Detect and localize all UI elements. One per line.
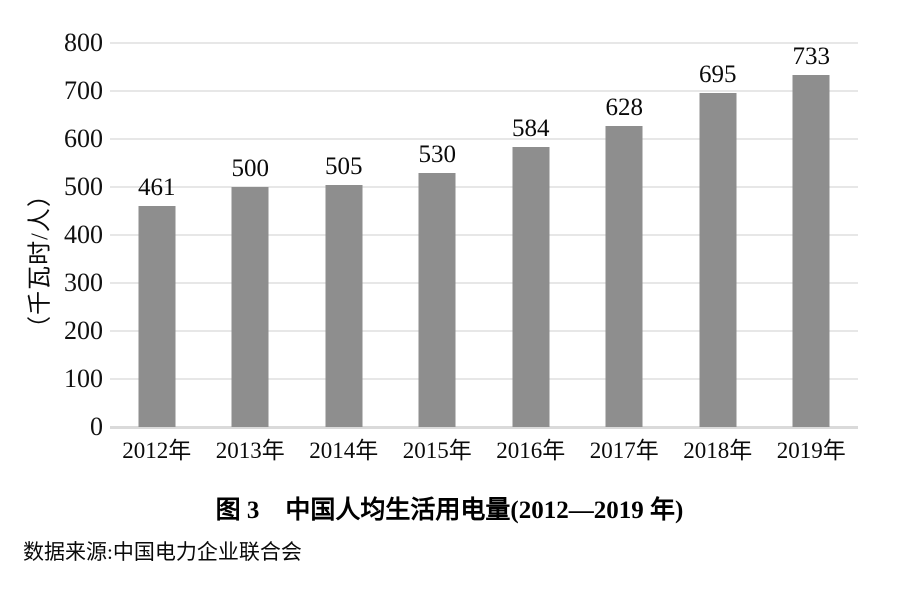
x-tick-label-2014年: 2014年 bbox=[309, 438, 379, 463]
bar-slot-2013年: 500 bbox=[204, 43, 298, 427]
y-tick-label-300: 300 bbox=[64, 268, 103, 297]
plot-area: 461 500 505 530 584 628 695 733 bbox=[110, 42, 859, 429]
gridline-y-400 bbox=[110, 234, 858, 236]
bar-value-label-2019年: 733 bbox=[792, 43, 831, 71]
bar-slot-2018年: 695 bbox=[671, 43, 765, 427]
figure-title: 中国人均生活用电量(2012—2019 年) bbox=[285, 497, 684, 524]
gridline-y-600 bbox=[110, 138, 858, 140]
bar-slot-2012年: 461 bbox=[110, 43, 204, 427]
bar-value-label-2016年: 584 bbox=[512, 114, 550, 142]
x-tick-label-2012年: 2012年 bbox=[122, 438, 192, 463]
bar-2016年 bbox=[512, 146, 550, 427]
bar-value-label-2012年: 461 bbox=[138, 173, 176, 201]
bar-slot-2017年: 628 bbox=[578, 43, 672, 427]
bar-value-label-2013年: 500 bbox=[231, 155, 270, 182]
bar-2019年 bbox=[792, 75, 830, 427]
bar-slot-2019年: 733 bbox=[765, 43, 859, 427]
y-tick-label-500: 500 bbox=[64, 172, 103, 201]
figure-number-label: 图 3 bbox=[215, 497, 260, 524]
gridline-y-300 bbox=[110, 282, 858, 284]
bar-2018年 bbox=[699, 93, 737, 427]
bar-2017年 bbox=[605, 125, 643, 427]
bar-2015年 bbox=[418, 172, 456, 427]
gridline-y-800 bbox=[110, 42, 858, 44]
x-tick-label-2016年: 2016年 bbox=[496, 438, 566, 463]
bar-2013年 bbox=[231, 187, 269, 427]
bar-slot-2015年: 530 bbox=[391, 43, 485, 427]
bar-value-label-2017年: 628 bbox=[605, 93, 644, 121]
x-tick-label-2017年: 2017年 bbox=[589, 438, 659, 463]
y-tick-label-0: 0 bbox=[90, 412, 103, 441]
y-tick-label-600: 600 bbox=[64, 124, 103, 153]
bar-slot-2016年: 584 bbox=[484, 43, 578, 427]
y-tick-label-800: 800 bbox=[64, 28, 103, 57]
y-tick-label-100: 100 bbox=[64, 364, 103, 393]
x-tick-label-2013年: 2013年 bbox=[215, 438, 285, 463]
gridline-y-200 bbox=[110, 330, 858, 332]
y-tick-label-200: 200 bbox=[64, 316, 103, 345]
bar-value-label-2014年: 505 bbox=[325, 152, 363, 180]
x-tick-label-2018年: 2018年 bbox=[683, 438, 753, 463]
bar-value-label-2018年: 695 bbox=[699, 61, 737, 89]
bar-2014年 bbox=[325, 184, 363, 427]
gridline-y-100 bbox=[110, 378, 858, 380]
x-tick-label-2019年: 2019年 bbox=[776, 438, 846, 463]
figure-caption: 图 3 中国人均生活用电量(2012—2019 年) bbox=[0, 495, 899, 527]
x-tick-label-2015年: 2015年 bbox=[402, 438, 472, 463]
gridline-y-0 bbox=[110, 426, 858, 429]
bar-2012年 bbox=[138, 205, 176, 427]
y-tick-label-700: 700 bbox=[64, 76, 103, 105]
gridline-y-700 bbox=[110, 90, 858, 92]
y-tick-label-400: 400 bbox=[64, 220, 103, 249]
data-source-note: 数据来源:中国电力企业联合会 bbox=[23, 540, 302, 564]
gridline-y-500 bbox=[110, 186, 858, 188]
bar-slot-2014年: 505 bbox=[297, 43, 391, 427]
bar-value-label-2015年: 530 bbox=[418, 140, 457, 168]
